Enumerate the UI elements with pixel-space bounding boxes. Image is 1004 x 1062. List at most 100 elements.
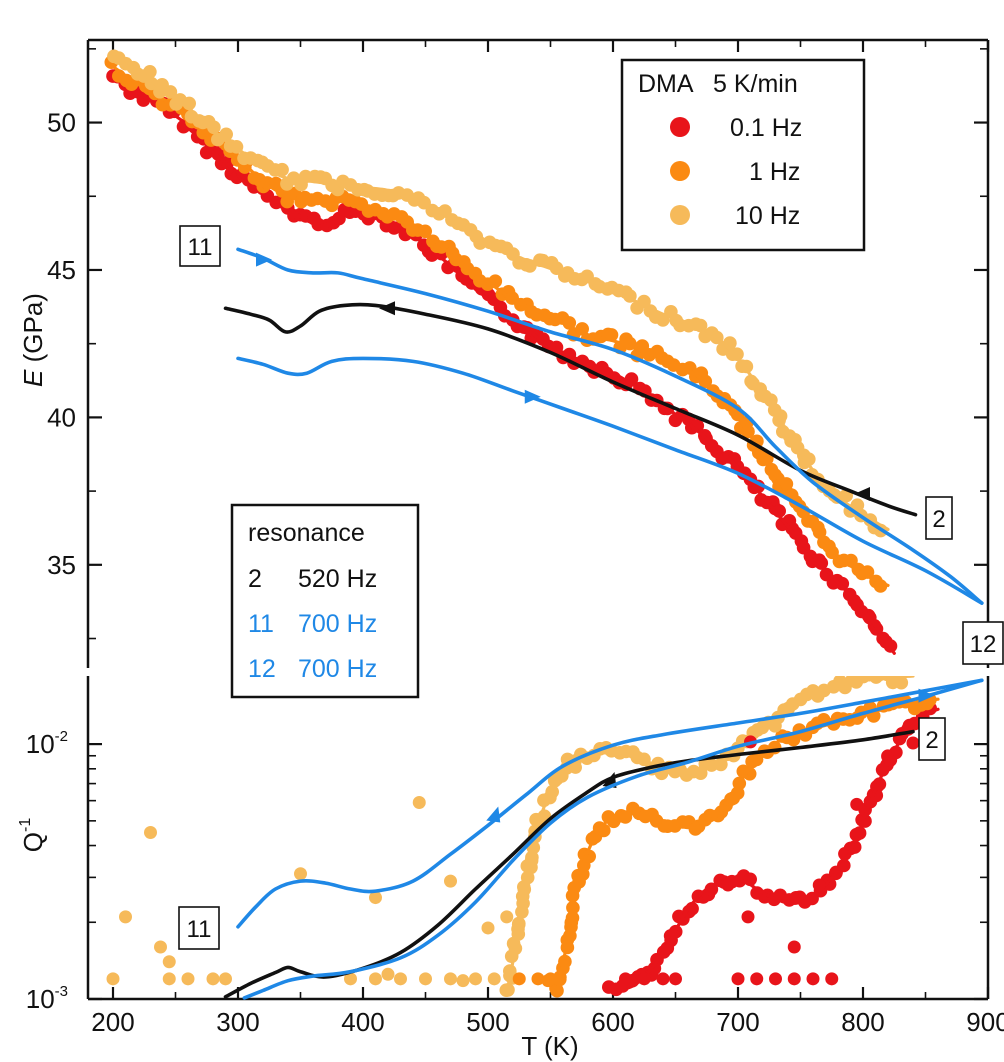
- legend-resonance: resonance 2 520 Hz 11 700 Hz 12 700 Hz: [230, 503, 420, 699]
- scatter-point-43: [850, 797, 864, 811]
- dot-29: [275, 162, 289, 177]
- direction-arrow-0: [486, 806, 501, 823]
- line: [236, 247, 984, 605]
- scatter-point-0: [106, 972, 120, 986]
- legend-resonance-id-1: 11: [248, 610, 274, 638]
- dot-133: [835, 576, 850, 591]
- trend-line: [608, 707, 940, 993]
- x-tick-label-7: 900: [966, 1007, 1004, 1037]
- x-tick-label-6: 800: [841, 1007, 884, 1037]
- legend-dma-marker-1: [670, 161, 690, 181]
- x-tick-label-3: 500: [466, 1007, 509, 1037]
- x-tick-label-2: 400: [341, 1007, 384, 1037]
- curve-tag-12-modulus-text: 12: [970, 631, 997, 658]
- scatter-point-42: [812, 878, 826, 892]
- scatter-point-29: [619, 972, 632, 986]
- y-axis-title-damping: Q-1: [17, 818, 48, 853]
- legend-resonance-id-0: 2: [248, 565, 262, 593]
- x-tick-label-4: 600: [591, 1007, 634, 1037]
- trend-line: [111, 50, 890, 531]
- scatter-point-21: [469, 972, 482, 986]
- curve-tag-12-modulus: 12: [962, 621, 1004, 665]
- series-dma-0-1-hz-q-1: [602, 701, 940, 997]
- scatter-point-1: [119, 910, 132, 924]
- y-title-damping-symbol: Q: [18, 832, 48, 852]
- curve-tag-11-modulus: 11: [179, 225, 221, 267]
- direction-arrow-0: [256, 252, 272, 267]
- scatter-point-5: [162, 972, 176, 986]
- scatter-point-36: [787, 972, 801, 986]
- scatter-point-23: [381, 967, 395, 981]
- x-tick-label-0: 200: [91, 1007, 134, 1037]
- dot-90: [894, 676, 909, 690]
- scatter-point-3: [154, 940, 167, 954]
- scatter-point-41: [787, 940, 801, 954]
- series-resonance-11-700-hz-e-upper: [236, 247, 984, 605]
- scatter-point-34: [750, 972, 764, 986]
- legend-dma-marker-0: [670, 117, 690, 137]
- scatter-point-16: [344, 972, 357, 986]
- x-tick-label-5: 700: [716, 1007, 759, 1037]
- scatter-point-37: [806, 972, 820, 986]
- scatter-point-6: [181, 972, 195, 986]
- direction-arrow-0: [524, 389, 541, 404]
- legend-dma: DMA 5 K/min 0.1 Hz 1 Hz 10 Hz: [620, 58, 866, 252]
- x-axis-title: T (K): [521, 1031, 578, 1061]
- scatter-point-13: [481, 921, 495, 935]
- dot-18: [685, 901, 699, 916]
- legend-dma-title: DMA 5 K/min: [638, 70, 798, 98]
- legend-resonance-title: resonance: [248, 519, 365, 547]
- e-tick-label-3: 50: [47, 108, 76, 138]
- q-tick-label-0: 10-2: [26, 728, 68, 759]
- y-axis-title-modulus: E (GPa): [18, 293, 48, 387]
- curve-tag-2-modulus-text: 2: [932, 506, 945, 533]
- damping-panel: [106, 676, 984, 1000]
- scatter-point-39: [721, 878, 735, 892]
- scatter-point-2: [144, 825, 157, 839]
- series-dma-1-hz-q-1: [549, 693, 940, 998]
- scatter-point-18: [394, 972, 407, 986]
- series-dma-10-hz-e: [107, 49, 890, 538]
- line: [236, 678, 984, 929]
- scatter-point-10: [369, 891, 382, 905]
- scatter-point-20: [444, 972, 457, 986]
- curve-tag-2-damping: 2: [918, 717, 946, 761]
- scatter-point-15: [569, 760, 582, 774]
- legend-dma-marker-2: [670, 205, 690, 225]
- dot-103: [730, 347, 744, 362]
- scatter-point-9: [294, 867, 307, 881]
- scatter-point-30: [637, 972, 651, 986]
- legend-resonance-box: [230, 503, 420, 699]
- direction-arrow-0: [379, 301, 395, 316]
- line: [242, 678, 984, 1000]
- series-resonance-12-q-1: [242, 678, 984, 1000]
- scatter-point-14: [500, 910, 514, 924]
- dot-91: [902, 676, 912, 678]
- legend-resonance-freq-2: 700 Hz: [298, 655, 377, 683]
- scatter-point-31: [656, 972, 670, 986]
- dot-7: [144, 76, 159, 91]
- curve-tag-2-modulus: 2: [925, 496, 953, 540]
- scatter-point-45: [906, 736, 920, 750]
- scatter-point-32: [669, 972, 682, 986]
- series-layer: [104, 49, 984, 1000]
- dot-41: [822, 877, 837, 891]
- scatter-point-40: [741, 910, 755, 924]
- e-tick-label-1: 40: [47, 402, 76, 432]
- legend-resonance-freq-1: 700 Hz: [298, 610, 377, 638]
- scatter-point-33: [731, 972, 745, 986]
- y-title-damping-exp: -1: [17, 818, 34, 832]
- scatter-point-28: [541, 974, 555, 988]
- e-tick-label-2: 45: [47, 255, 76, 285]
- trend-line: [111, 73, 896, 655]
- y-title-modulus-symbol: E: [18, 369, 48, 387]
- scatter-point-24: [456, 974, 470, 988]
- legend-resonance-freq-0: 520 Hz: [298, 565, 377, 593]
- scatter-point-17: [369, 972, 382, 986]
- scatter-point-7: [206, 972, 220, 986]
- trend-line: [505, 676, 915, 996]
- line: [223, 729, 915, 999]
- scatter-point-12: [444, 874, 457, 888]
- y-title-modulus-unit: (GPa): [18, 293, 48, 370]
